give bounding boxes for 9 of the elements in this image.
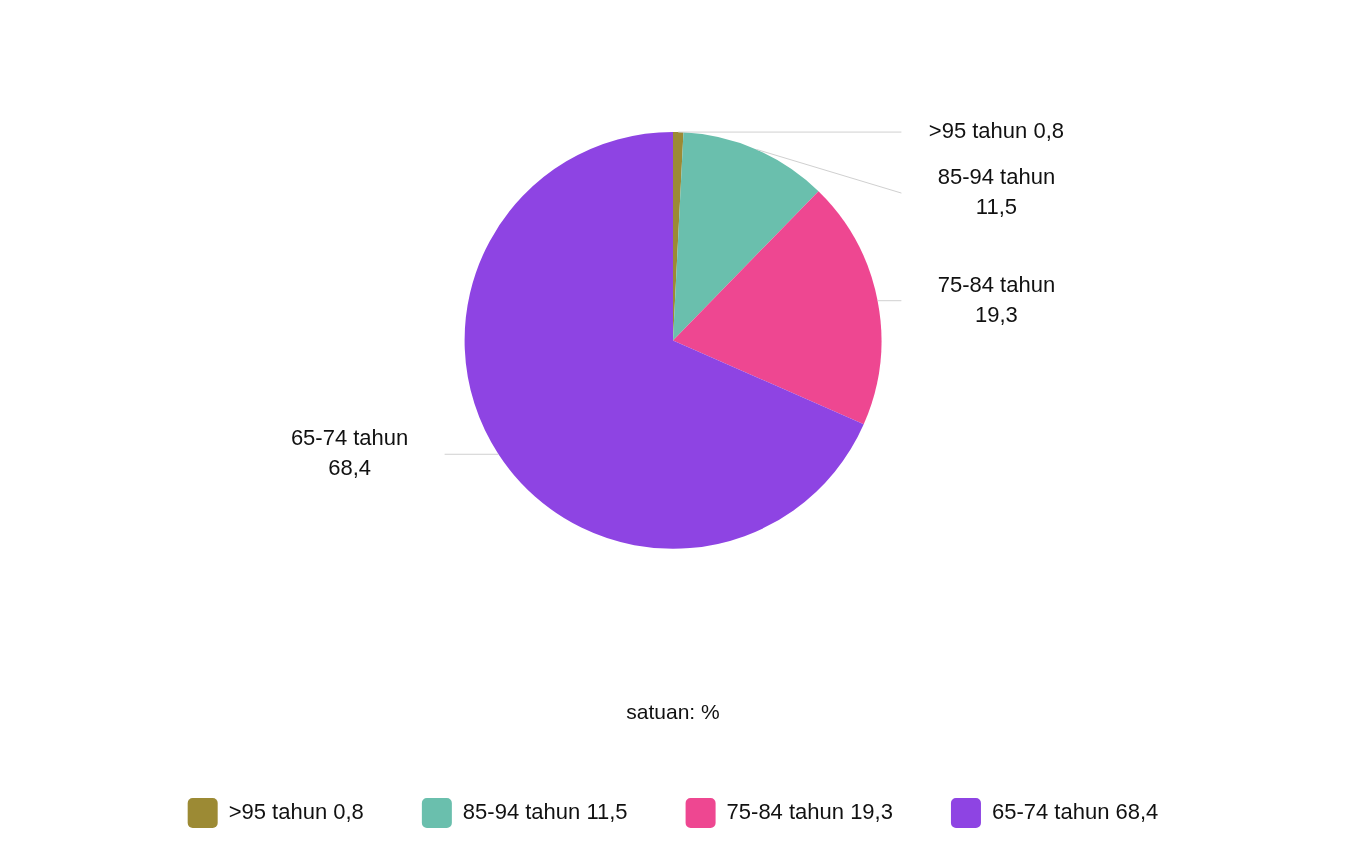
category-label: >95 tahun 0,8 xyxy=(928,118,1064,144)
category-label: 85-94 tahun 11,5 xyxy=(937,164,1056,220)
slice-label: 75-84 tahun 19,3 xyxy=(937,271,1056,327)
text: satuan: % xyxy=(626,700,720,724)
legend-label: 75-84 tahun 19,3 xyxy=(726,799,893,825)
legend-label: 65-74 tahun 68,4 xyxy=(991,799,1159,825)
slice-label: 65-74 tahun 68,4 xyxy=(290,425,409,481)
legend-label: >95 tahun 0,8 xyxy=(228,799,364,825)
legend-label: 85-94 tahun 11,5 xyxy=(462,799,628,825)
